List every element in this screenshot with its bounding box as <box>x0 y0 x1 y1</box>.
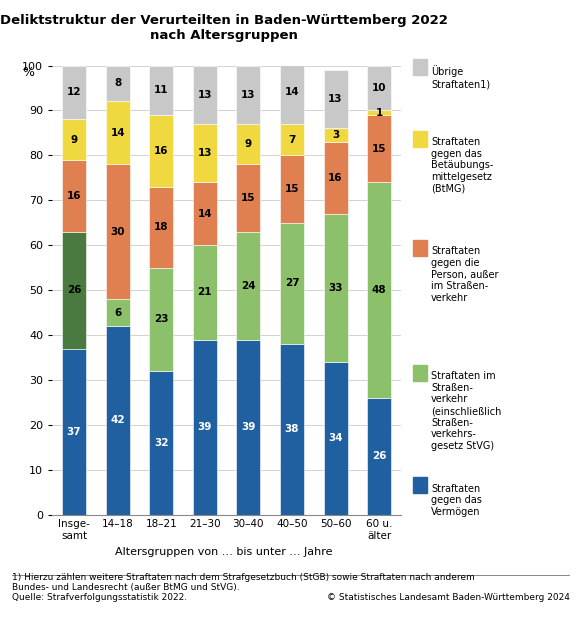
Bar <box>236 66 260 124</box>
Text: 26: 26 <box>67 285 81 295</box>
Text: 24: 24 <box>241 281 256 291</box>
Bar <box>106 102 130 164</box>
Bar <box>62 232 86 349</box>
Bar <box>149 268 173 371</box>
Bar <box>367 66 391 110</box>
Bar <box>324 214 347 362</box>
Text: 13: 13 <box>198 90 212 100</box>
Bar <box>324 70 347 129</box>
Text: 42: 42 <box>110 416 125 426</box>
Bar <box>106 326 130 515</box>
Bar <box>193 245 217 339</box>
Bar <box>193 66 217 124</box>
Text: 15: 15 <box>372 144 386 154</box>
Text: 13: 13 <box>241 90 256 100</box>
Bar <box>193 124 217 182</box>
Bar <box>367 398 391 515</box>
Text: 9: 9 <box>70 135 78 145</box>
Text: 3: 3 <box>332 130 339 140</box>
Bar <box>62 349 86 515</box>
Text: Straftaten im
Straßen-
verkehr
(einschließlich
Straßen-
verkehrs-
gesetz StVG): Straftaten im Straßen- verkehr (einschli… <box>431 371 501 451</box>
Bar <box>367 182 391 398</box>
Text: 13: 13 <box>328 94 343 104</box>
Text: 1: 1 <box>375 108 383 118</box>
Text: Bundes- und Landesrecht (außer BtMG und StVG).: Bundes- und Landesrecht (außer BtMG und … <box>12 583 239 592</box>
Text: Deliktstruktur der Verurteilten in Baden-Württemberg 2022
nach Altersgruppen: Deliktstruktur der Verurteilten in Baden… <box>0 14 447 42</box>
Bar <box>324 142 347 214</box>
Text: 12: 12 <box>67 87 81 97</box>
Bar <box>62 119 86 160</box>
Text: 1) Hierzu zählen weitere Straftaten nach dem Strafgesetzbuch (StGB) sowie Straft: 1) Hierzu zählen weitere Straftaten nach… <box>12 573 474 582</box>
Bar <box>62 66 86 119</box>
Text: 8: 8 <box>114 79 121 89</box>
Bar <box>149 66 173 115</box>
Bar <box>106 66 130 102</box>
Bar <box>236 232 260 339</box>
Bar <box>236 124 260 164</box>
Text: 7: 7 <box>288 135 296 145</box>
Text: 18: 18 <box>154 222 168 232</box>
Text: 33: 33 <box>328 283 343 293</box>
Text: 27: 27 <box>285 278 299 288</box>
Text: Straftaten
gegen die
Person, außer
im Straßen-
verkehr: Straftaten gegen die Person, außer im St… <box>431 246 498 303</box>
Text: 13: 13 <box>198 148 212 158</box>
Text: 48: 48 <box>372 285 386 295</box>
Text: 32: 32 <box>154 438 168 448</box>
Text: 34: 34 <box>328 434 343 444</box>
Text: 11: 11 <box>154 85 168 95</box>
Text: 14: 14 <box>110 128 125 138</box>
Bar <box>280 155 304 223</box>
Text: 21: 21 <box>198 288 212 298</box>
Bar <box>106 299 130 326</box>
Bar <box>324 129 347 142</box>
Text: 38: 38 <box>285 424 299 434</box>
Text: 39: 39 <box>198 422 212 432</box>
Text: 9: 9 <box>245 139 252 149</box>
Bar <box>62 160 86 232</box>
Y-axis label: %: % <box>22 66 34 79</box>
Text: 10: 10 <box>372 83 386 93</box>
Text: 39: 39 <box>241 422 256 432</box>
Text: 16: 16 <box>67 191 81 201</box>
Text: 6: 6 <box>114 308 121 318</box>
Text: 26: 26 <box>372 451 386 461</box>
Text: 30: 30 <box>110 227 125 236</box>
Bar <box>367 110 391 115</box>
Bar <box>149 187 173 268</box>
Text: Übrige
Straftaten1): Übrige Straftaten1) <box>431 66 490 89</box>
Text: Altersgruppen von … bis unter … Jahre: Altersgruppen von … bis unter … Jahre <box>115 547 332 557</box>
Text: 23: 23 <box>154 314 168 324</box>
Text: © Statistisches Landesamt Baden-Württemberg 2024: © Statistisches Landesamt Baden-Württemb… <box>327 593 569 602</box>
Text: 16: 16 <box>328 173 343 183</box>
Bar <box>106 164 130 299</box>
Text: Straftaten
gegen das
Betäubungs-
mittelgesetz
(BtMG): Straftaten gegen das Betäubungs- mittelg… <box>431 137 493 193</box>
Text: 15: 15 <box>241 193 256 203</box>
Bar <box>236 339 260 515</box>
Text: 16: 16 <box>154 146 168 156</box>
Bar <box>367 115 391 182</box>
Bar <box>193 182 217 245</box>
Bar <box>193 339 217 515</box>
Bar <box>280 223 304 344</box>
Bar <box>280 344 304 515</box>
Bar <box>324 362 347 515</box>
Bar <box>236 164 260 232</box>
Text: 37: 37 <box>67 427 81 437</box>
Bar <box>280 124 304 155</box>
Bar <box>149 115 173 187</box>
Text: Quelle: Strafverfolgungsstatistik 2022.: Quelle: Strafverfolgungsstatistik 2022. <box>12 593 187 602</box>
Bar <box>149 371 173 515</box>
Bar <box>280 61 304 124</box>
Text: 14: 14 <box>198 209 212 219</box>
Text: Straftaten
gegen das
Vermögen: Straftaten gegen das Vermögen <box>431 484 482 517</box>
Text: 15: 15 <box>285 184 299 194</box>
Text: 14: 14 <box>285 87 299 97</box>
